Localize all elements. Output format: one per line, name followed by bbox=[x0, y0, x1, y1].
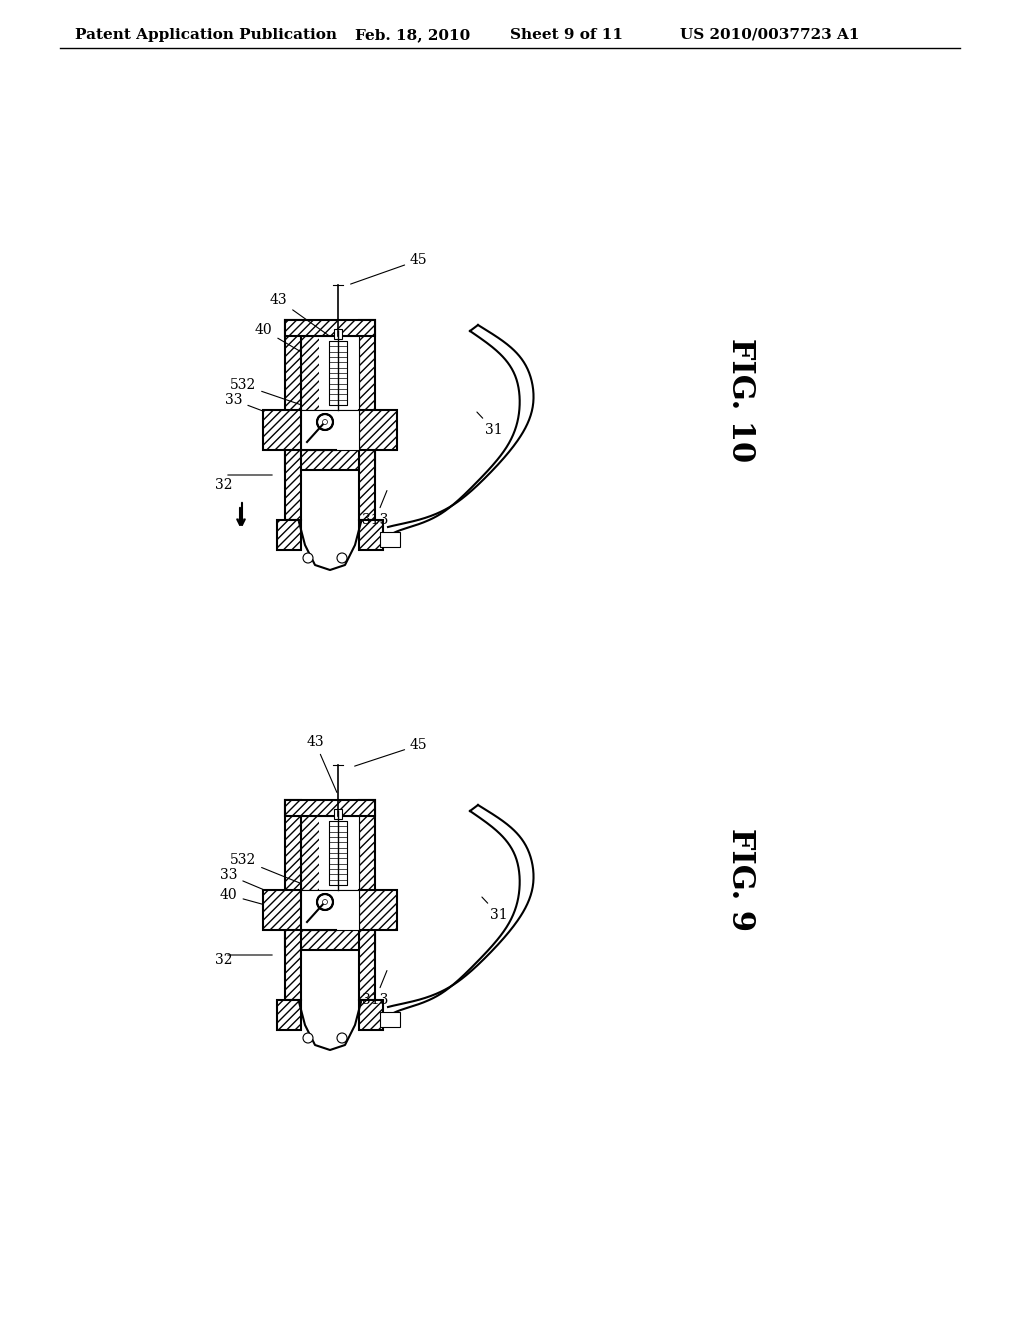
Bar bbox=[359, 520, 383, 550]
Bar bbox=[278, 1001, 301, 1030]
Bar bbox=[359, 800, 375, 1001]
Text: 32: 32 bbox=[215, 953, 232, 968]
Text: 33: 33 bbox=[225, 393, 297, 424]
Bar bbox=[263, 890, 301, 931]
Bar bbox=[334, 329, 342, 339]
Bar bbox=[301, 816, 319, 890]
Bar bbox=[359, 411, 397, 450]
Bar bbox=[329, 821, 347, 884]
Bar bbox=[285, 800, 375, 816]
Bar bbox=[278, 520, 301, 550]
Bar bbox=[263, 411, 301, 450]
Bar bbox=[285, 890, 375, 950]
Circle shape bbox=[303, 1034, 313, 1043]
Bar bbox=[359, 890, 397, 931]
Bar bbox=[334, 809, 342, 818]
Bar bbox=[359, 319, 375, 520]
Circle shape bbox=[317, 414, 333, 430]
Circle shape bbox=[323, 899, 328, 904]
Bar bbox=[285, 800, 375, 816]
Text: 45: 45 bbox=[354, 738, 428, 766]
Text: 43: 43 bbox=[270, 293, 333, 338]
Bar bbox=[301, 816, 359, 890]
Text: 313: 313 bbox=[361, 970, 388, 1007]
Circle shape bbox=[337, 553, 347, 564]
Bar bbox=[359, 800, 375, 1001]
Circle shape bbox=[337, 1034, 347, 1043]
Bar bbox=[285, 319, 375, 337]
Bar bbox=[278, 1001, 301, 1030]
Bar bbox=[329, 341, 347, 405]
Bar bbox=[278, 520, 301, 550]
Text: 313: 313 bbox=[361, 491, 388, 527]
Bar bbox=[285, 319, 301, 520]
Text: 33: 33 bbox=[220, 869, 297, 904]
Bar bbox=[301, 337, 359, 411]
Bar bbox=[359, 411, 397, 450]
Text: Patent Application Publication: Patent Application Publication bbox=[75, 28, 337, 42]
Text: 31: 31 bbox=[482, 898, 508, 921]
Bar bbox=[301, 411, 359, 450]
Bar bbox=[301, 337, 319, 411]
Text: 45: 45 bbox=[350, 253, 428, 284]
Bar bbox=[263, 890, 301, 931]
Bar bbox=[359, 1001, 383, 1030]
Circle shape bbox=[323, 420, 328, 425]
Text: Sheet 9 of 11: Sheet 9 of 11 bbox=[510, 28, 623, 42]
Bar bbox=[285, 411, 375, 470]
Bar bbox=[380, 1012, 400, 1027]
Text: 532: 532 bbox=[230, 853, 319, 891]
Text: US 2010/0037723 A1: US 2010/0037723 A1 bbox=[680, 28, 859, 42]
Text: 32: 32 bbox=[215, 478, 232, 492]
Bar bbox=[285, 319, 301, 520]
Bar bbox=[285, 319, 375, 337]
Text: 532: 532 bbox=[230, 378, 319, 411]
Text: Feb. 18, 2010: Feb. 18, 2010 bbox=[355, 28, 470, 42]
Text: 40: 40 bbox=[220, 888, 317, 919]
Text: FIG. 10: FIG. 10 bbox=[725, 338, 756, 462]
Text: 43: 43 bbox=[306, 735, 337, 792]
Bar bbox=[359, 520, 383, 550]
Bar bbox=[263, 411, 301, 450]
Circle shape bbox=[317, 894, 333, 909]
Bar bbox=[380, 532, 400, 546]
Text: FIG. 9: FIG. 9 bbox=[725, 829, 756, 932]
Bar bbox=[359, 890, 397, 931]
Text: 40: 40 bbox=[255, 323, 312, 359]
Bar bbox=[285, 890, 375, 950]
Text: 31: 31 bbox=[477, 412, 503, 437]
Bar bbox=[359, 319, 375, 520]
Bar bbox=[285, 411, 375, 470]
Bar bbox=[285, 800, 301, 1001]
Bar bbox=[285, 800, 301, 1001]
Bar bbox=[359, 1001, 383, 1030]
Circle shape bbox=[303, 553, 313, 564]
Bar bbox=[301, 890, 359, 931]
